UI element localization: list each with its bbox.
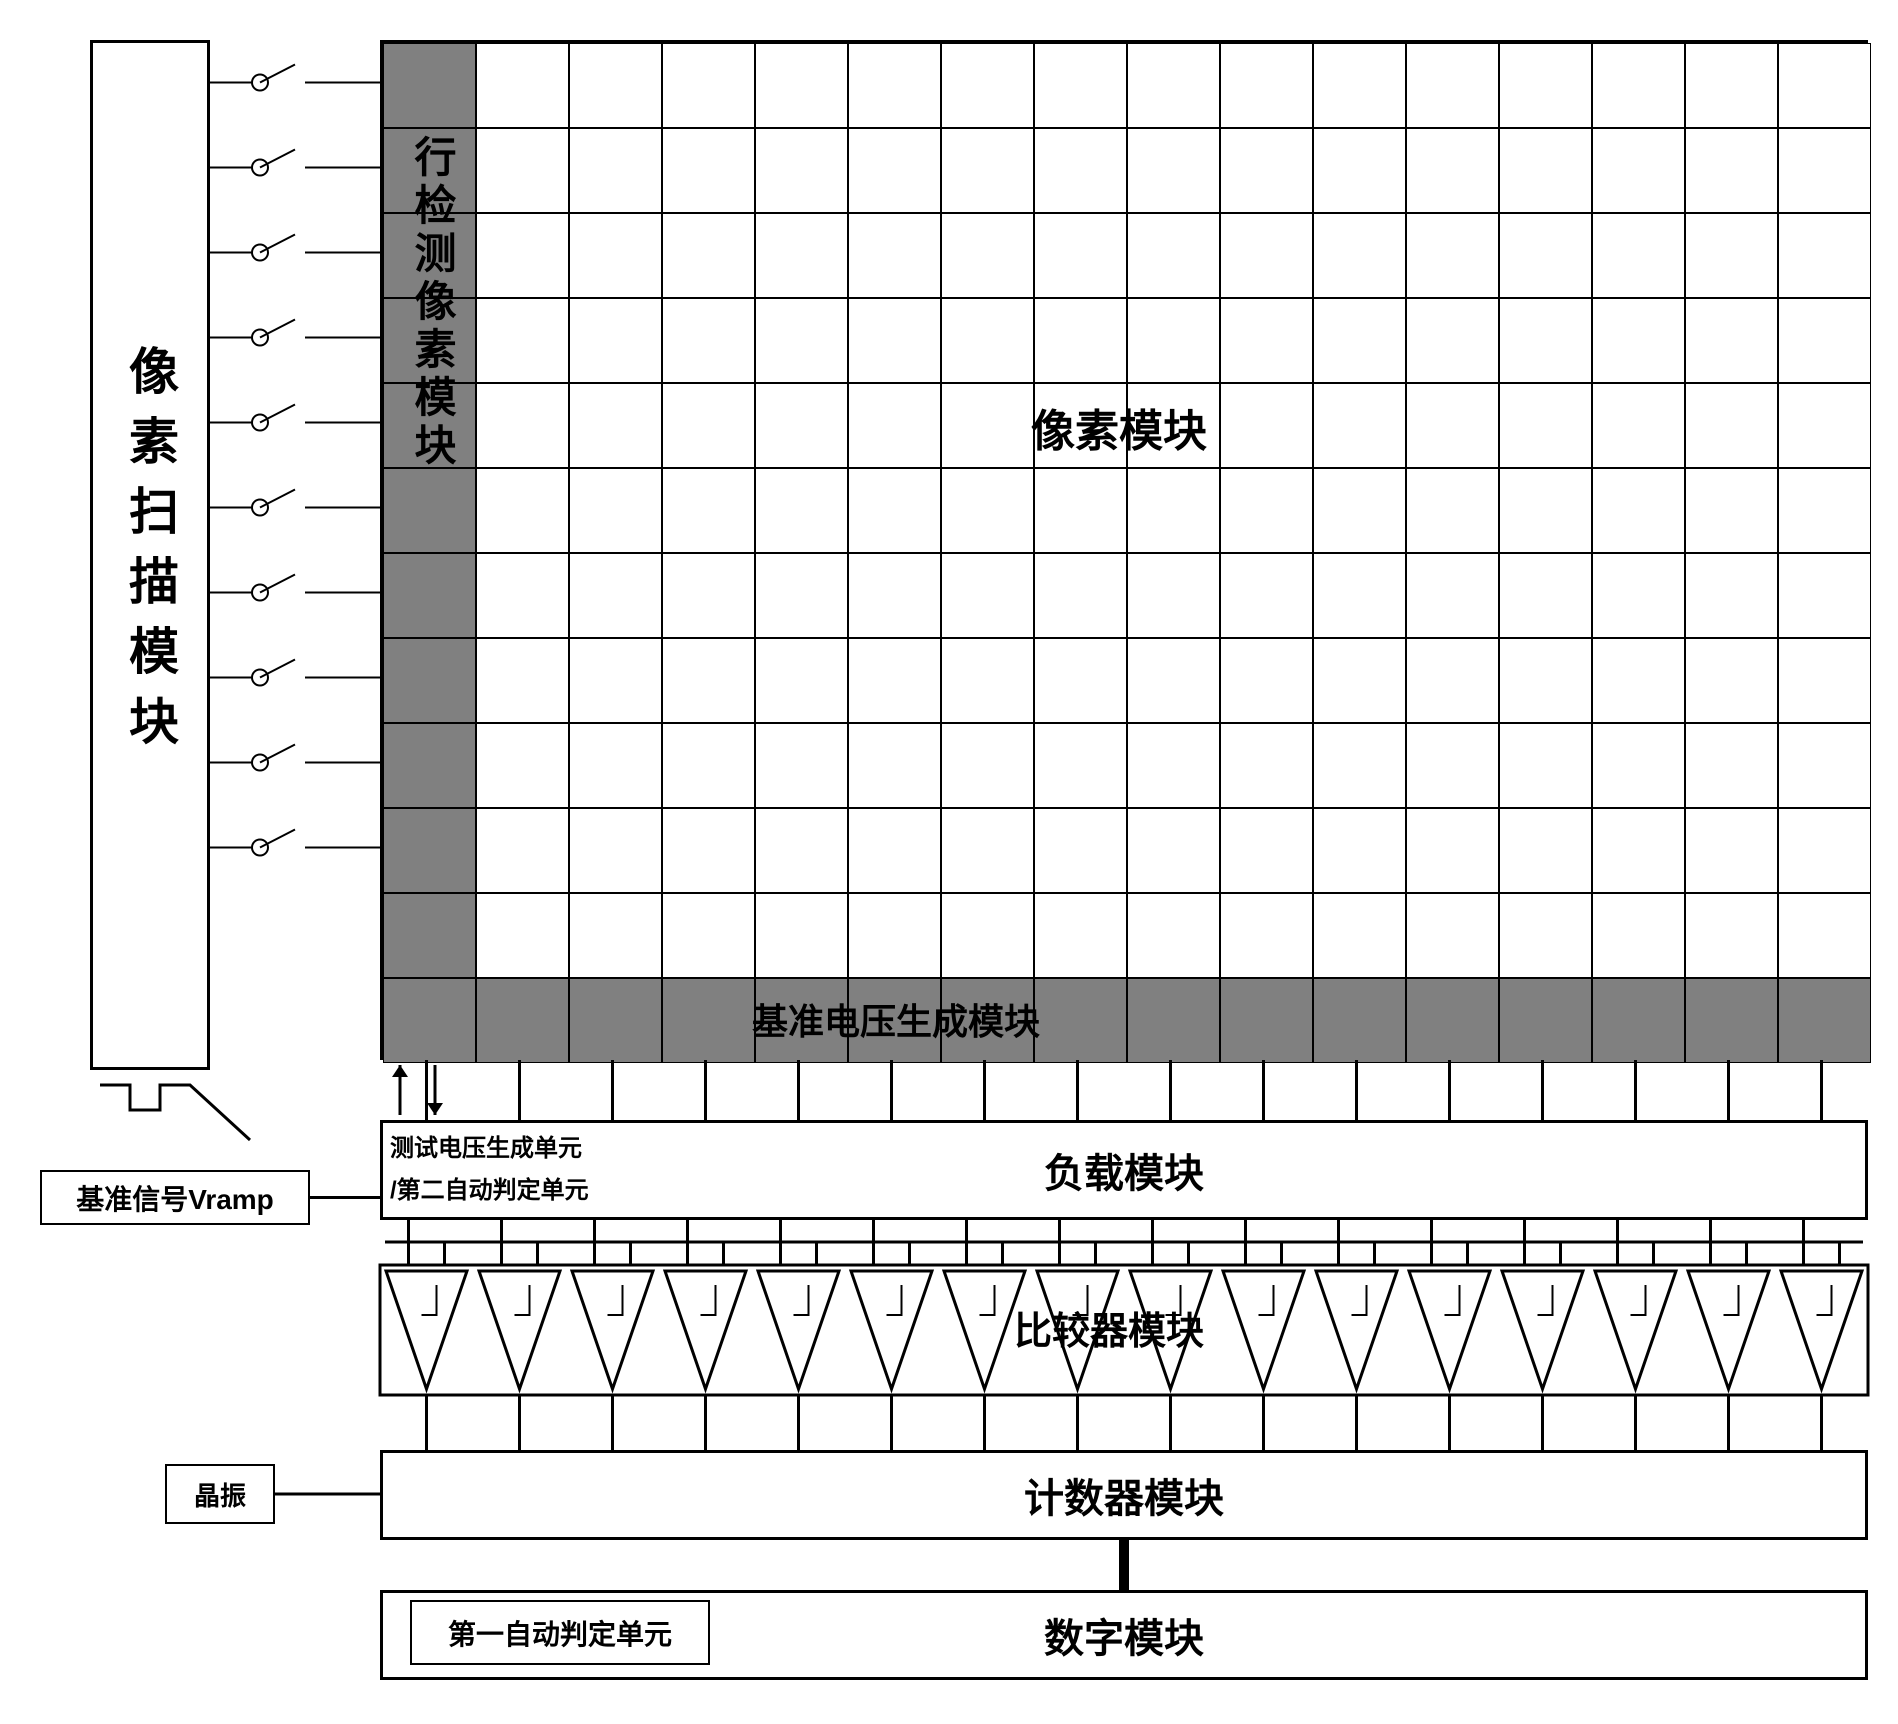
counter-to-digital-line (20, 20, 1880, 1720)
ref-voltage-gen-module-label: 基准电压生成模块 (752, 993, 1040, 1045)
second-auto-unit-label: /第二自动判定单元 (390, 1170, 589, 1205)
first-auto-unit-label: 第一自动判定单元 (448, 1613, 672, 1653)
test-voltage-unit-label: 测试电压生成单元 (390, 1128, 582, 1163)
comparator-module-label: 比较器模块 (1014, 1300, 1204, 1355)
block-diagram: 像素扫描模块 行检测像素模块 像素模块 基准电压生成模块 基准信号Vramp 负… (20, 20, 1878, 1704)
pixel-module-label: 像素模块 (1031, 395, 1207, 459)
digital-module-label: 数字模块 (1044, 1606, 1204, 1664)
first-auto-unit: 第一自动判定单元 (410, 1600, 710, 1665)
